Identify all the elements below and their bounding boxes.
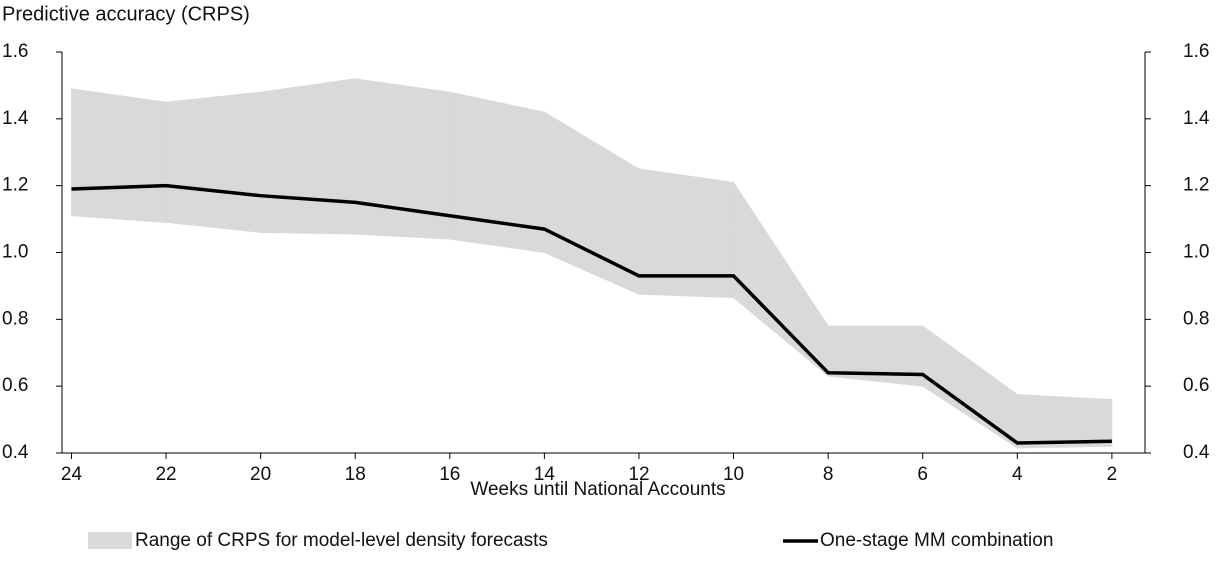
x-tick-label: 18 xyxy=(345,464,366,485)
range-band xyxy=(733,180,829,377)
x-tick-label: 10 xyxy=(723,464,744,485)
x-tick-label: 2 xyxy=(1107,464,1118,485)
y2-tick-label: 1.4 xyxy=(1183,108,1210,129)
y2-tick-label: 1.2 xyxy=(1183,175,1209,196)
y-tick-label: 0.6 xyxy=(2,375,28,396)
range-band xyxy=(638,168,734,299)
y-tick-label: 1.2 xyxy=(2,175,28,196)
x-tick-label: 20 xyxy=(250,464,271,485)
x-tick-label: 8 xyxy=(823,464,834,485)
y-tick-label: 1.4 xyxy=(2,108,29,129)
x-tick-label: 14 xyxy=(534,464,556,485)
range-band xyxy=(71,88,167,223)
y2-tick-label: 1.0 xyxy=(1183,242,1209,263)
y-tick-label: 0.8 xyxy=(2,308,28,329)
range-band xyxy=(827,325,924,387)
x-tick-label: 4 xyxy=(1012,464,1023,485)
range-band xyxy=(922,325,1018,449)
y-tick-label: 1.0 xyxy=(2,242,28,263)
x-tick-label: 16 xyxy=(439,464,460,485)
range-band xyxy=(165,91,262,233)
range-band xyxy=(260,78,356,235)
y-tick-label: 1.6 xyxy=(2,41,28,62)
y2-tick-label: 0.8 xyxy=(1183,308,1209,329)
legend-label: Range of CRPS for model-level density fo… xyxy=(135,530,548,551)
x-tick-label: 22 xyxy=(155,464,176,485)
y2-tick-label: 0.6 xyxy=(1183,375,1209,396)
x-tick-label: 12 xyxy=(628,464,649,485)
y-tick-label: 0.4 xyxy=(2,442,29,463)
y2-tick-label: 0.4 xyxy=(1183,442,1210,463)
y-axis-label: Predictive accuracy (CRPS) xyxy=(2,3,250,25)
series-line xyxy=(71,183,1112,445)
x-axis-label: Weeks until National Accounts xyxy=(470,479,725,500)
x-tick-label: 24 xyxy=(61,464,83,485)
legend-swatch xyxy=(88,532,132,549)
range-band xyxy=(1016,394,1113,449)
legend-label: One-stage MM combination xyxy=(820,530,1053,551)
x-tick-label: 6 xyxy=(917,464,928,485)
y2-tick-label: 1.6 xyxy=(1183,41,1209,62)
